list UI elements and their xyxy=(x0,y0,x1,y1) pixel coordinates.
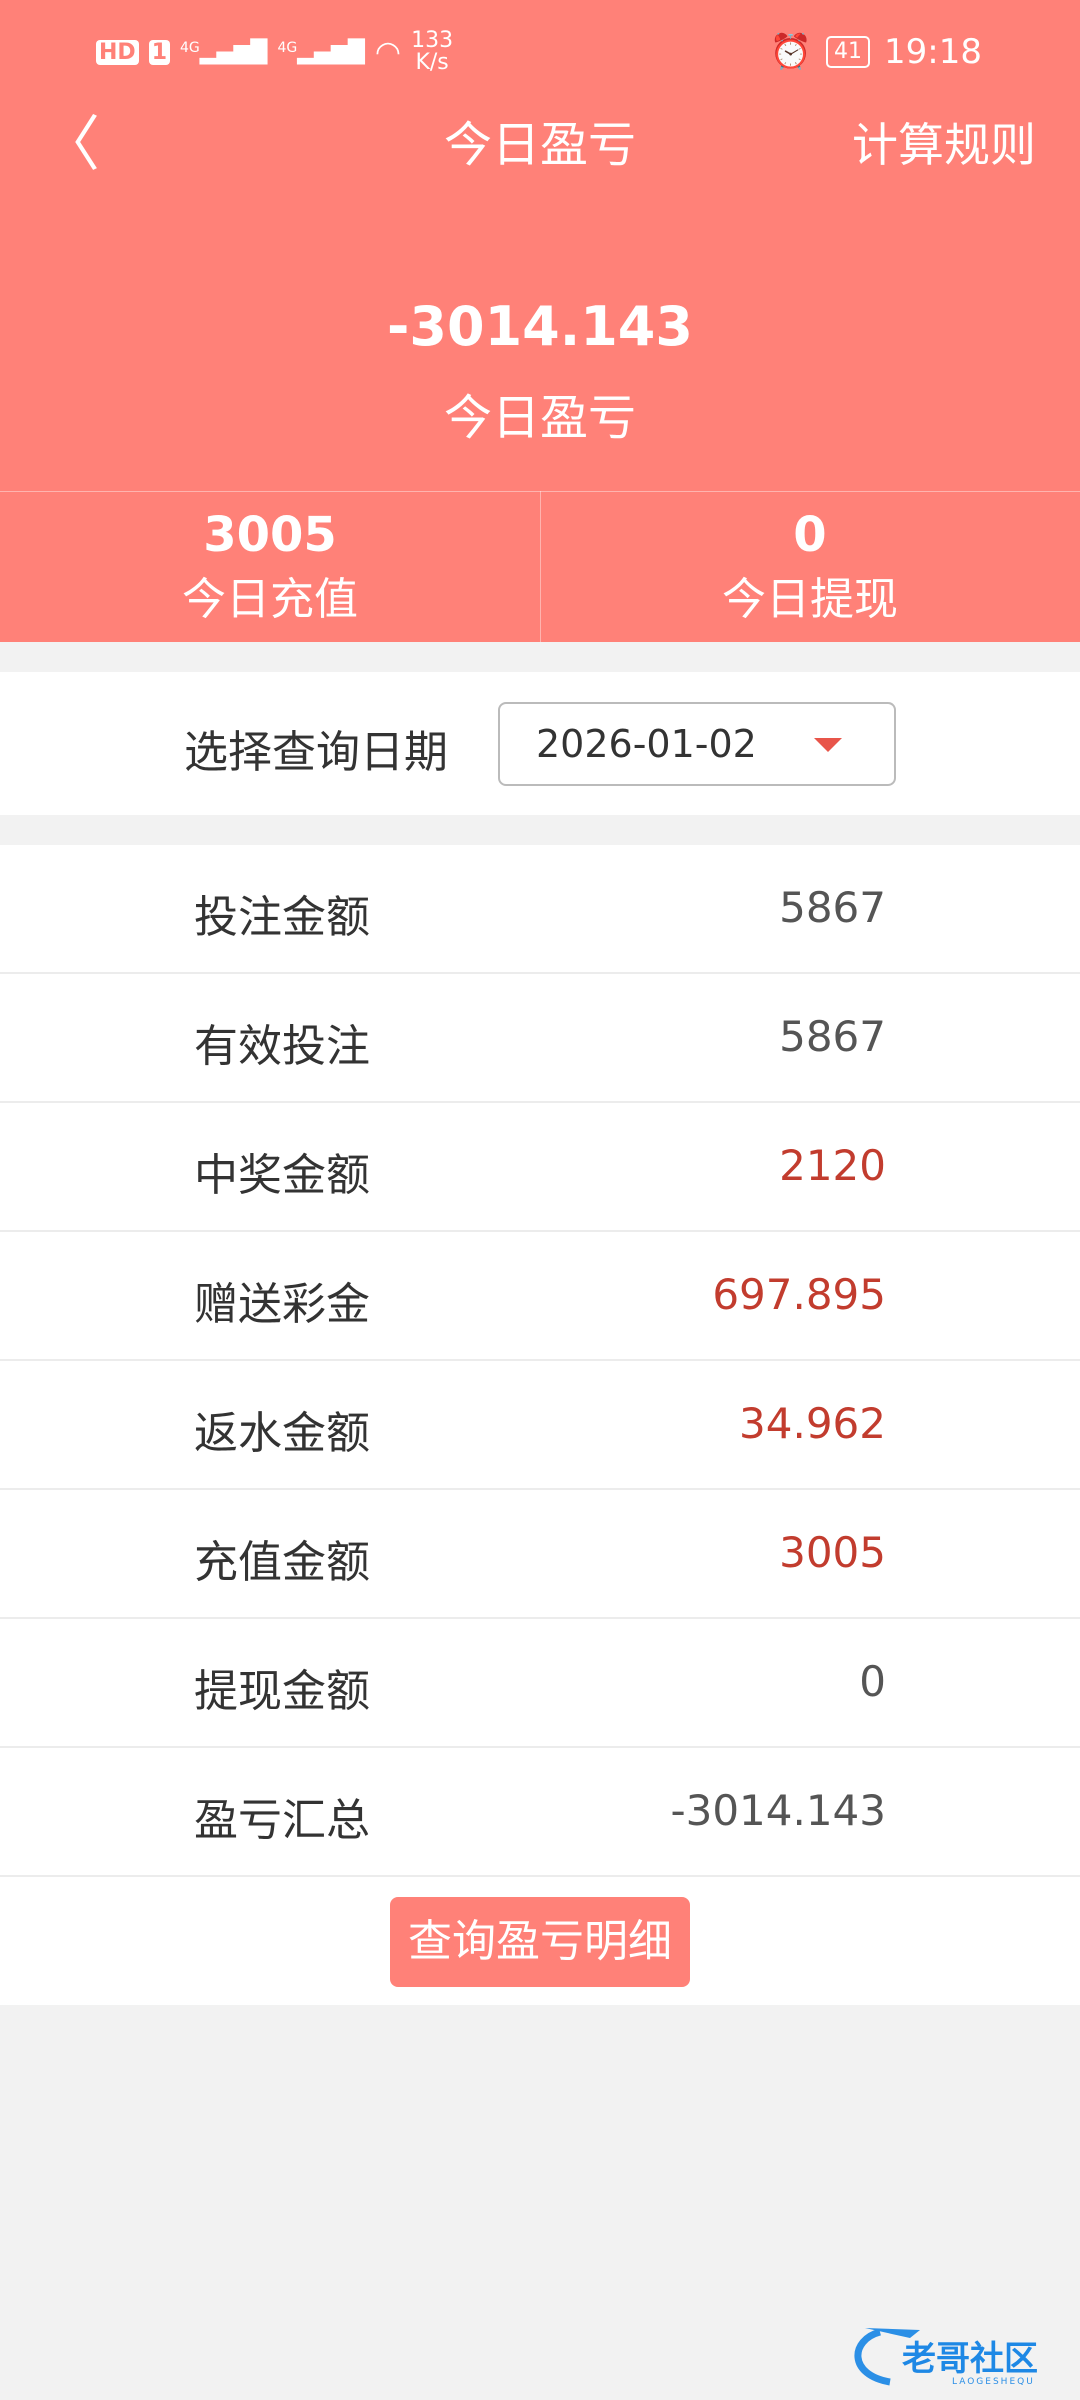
query-detail-button[interactable]: 查询盈亏明细 xyxy=(390,1897,690,1987)
clock: 19:18 xyxy=(884,32,982,72)
date-select[interactable]: 2026-01-02 xyxy=(498,702,896,786)
date-label: 选择查询日期 xyxy=(184,727,448,778)
item-label: 投注金额 xyxy=(194,892,370,943)
today-profit-value: -3014.143 xyxy=(387,295,693,358)
sim-icon: 1 xyxy=(148,39,170,65)
status-bar: HD 1 4G▂▄▆█ 4G▂▄▆█ ◠ 133 K/s ⏰ 41 19:18 xyxy=(0,18,1080,78)
chevron-left-icon[interactable]: 〈 xyxy=(40,110,100,180)
rules-button[interactable]: 计算规则 xyxy=(852,118,1036,172)
wifi-icon: ◠ xyxy=(374,34,402,70)
stat-value: 0 xyxy=(793,507,827,563)
alarm-icon: ⏰ xyxy=(769,32,813,72)
item-value: 5867 xyxy=(779,883,886,932)
item-label: 返水金额 xyxy=(194,1408,370,1459)
list-item: 投注金额 5867 xyxy=(0,845,1080,974)
svg-text:老哥社区: 老哥社区 xyxy=(902,2339,1038,2379)
stat-label: 今日充值 xyxy=(182,574,358,625)
item-value: 697.895 xyxy=(712,1270,886,1319)
list-item: 中奖金额 2120 xyxy=(0,1103,1080,1232)
list-item: 赠送彩金 697.895 xyxy=(0,1232,1080,1361)
item-label: 盈亏汇总 xyxy=(194,1795,370,1846)
today-profit-label: 今日盈亏 xyxy=(443,390,636,446)
date-value: 2026-01-02 xyxy=(536,722,757,766)
divider xyxy=(0,491,1080,492)
button-row: 查询盈亏明细 xyxy=(0,1877,1080,2005)
item-value: 34.962 xyxy=(739,1399,886,1448)
stat-withdraw: 0 今日提现 xyxy=(540,505,1080,635)
divider xyxy=(540,491,541,642)
item-label: 提现金额 xyxy=(194,1666,370,1717)
list-item: 充值金额 3005 xyxy=(0,1490,1080,1619)
signal-icon: 4G▂▄▆█ xyxy=(180,39,268,65)
item-value: -3014.143 xyxy=(670,1786,886,1835)
item-label: 赠送彩金 xyxy=(194,1279,370,1330)
list-item: 提现金额 0 xyxy=(0,1619,1080,1748)
caret-down-icon xyxy=(814,738,842,752)
date-row: 选择查询日期 2026-01-02 xyxy=(0,672,1080,815)
item-label: 充值金额 xyxy=(194,1537,370,1588)
page-title: 今日盈亏 xyxy=(443,117,636,173)
stat-label: 今日提现 xyxy=(722,574,898,625)
item-label: 有效投注 xyxy=(194,1021,370,1072)
list-item: 有效投注 5867 xyxy=(0,974,1080,1103)
item-value: 0 xyxy=(859,1657,886,1706)
list-item: 盈亏汇总 -3014.143 xyxy=(0,1748,1080,1877)
net-speed: 133 K/s xyxy=(411,28,454,75)
item-value: 5867 xyxy=(779,1012,886,1061)
item-value: 3005 xyxy=(779,1528,886,1577)
header: HD 1 4G▂▄▆█ 4G▂▄▆█ ◠ 133 K/s ⏰ 41 19:18 〈… xyxy=(0,0,1080,642)
svg-text:LAOGESHEQU: LAOGESHEQU xyxy=(952,2377,1035,2387)
hd-icon: HD xyxy=(96,39,139,65)
stat-value: 3005 xyxy=(203,507,337,563)
stat-recharge: 3005 今日充值 xyxy=(0,505,540,635)
list-item: 返水金额 34.962 xyxy=(0,1361,1080,1490)
watermark-logo: 老哥社区 LAOGESHEQU xyxy=(840,2320,1070,2390)
battery-icon: 41 xyxy=(826,36,871,68)
signal-icon-2: 4G▂▄▆█ xyxy=(277,39,365,65)
stats-list: 投注金额 5867 有效投注 5867 中奖金额 2120 赠送彩金 697.895 返水金额 3… xyxy=(0,845,1080,1877)
item-value: 2120 xyxy=(779,1141,886,1190)
item-label: 中奖金额 xyxy=(194,1150,370,1201)
